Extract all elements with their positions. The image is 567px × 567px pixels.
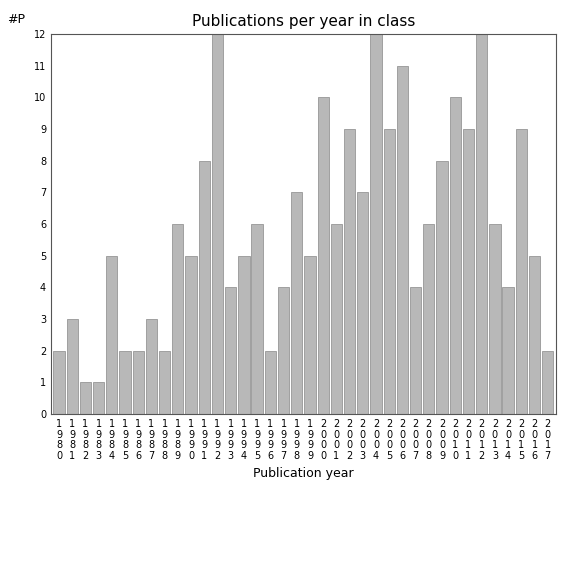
Bar <box>344 129 355 414</box>
Bar <box>437 160 448 414</box>
Bar <box>133 350 144 414</box>
Bar <box>238 256 249 414</box>
Bar <box>476 34 487 414</box>
Bar <box>331 224 342 414</box>
Title: Publications per year in class: Publications per year in class <box>192 14 415 29</box>
Bar <box>66 319 78 414</box>
Bar <box>252 224 263 414</box>
Bar <box>304 256 316 414</box>
Bar <box>384 129 395 414</box>
Bar <box>265 350 276 414</box>
Bar <box>410 287 421 414</box>
Bar <box>278 287 289 414</box>
X-axis label: Publication year: Publication year <box>253 467 354 480</box>
Bar <box>489 224 501 414</box>
Bar <box>225 287 236 414</box>
Bar <box>423 224 434 414</box>
Bar <box>212 34 223 414</box>
Bar <box>357 192 369 414</box>
Y-axis label: #P: #P <box>7 14 25 27</box>
Bar <box>120 350 130 414</box>
Bar <box>80 382 91 414</box>
Bar <box>370 34 382 414</box>
Bar <box>397 66 408 414</box>
Bar <box>318 98 329 414</box>
Bar <box>146 319 157 414</box>
Bar <box>106 256 117 414</box>
Bar <box>529 256 540 414</box>
Bar <box>463 129 474 414</box>
Bar <box>502 287 514 414</box>
Bar <box>291 192 302 414</box>
Bar <box>450 98 461 414</box>
Bar <box>53 350 65 414</box>
Bar <box>542 350 553 414</box>
Bar <box>185 256 197 414</box>
Bar <box>159 350 170 414</box>
Bar <box>172 224 184 414</box>
Bar <box>516 129 527 414</box>
Bar <box>198 160 210 414</box>
Bar <box>93 382 104 414</box>
